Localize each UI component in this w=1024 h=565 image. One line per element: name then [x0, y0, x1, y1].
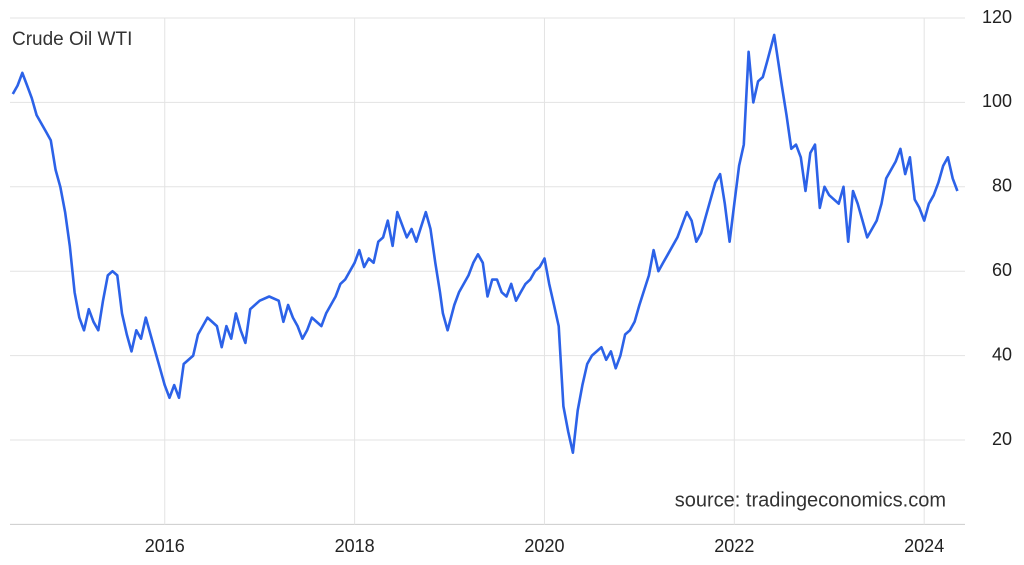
y-tick-label: 80: [992, 176, 1012, 196]
chart-title: Crude Oil WTI: [12, 29, 132, 50]
x-tick-label: 2016: [145, 536, 185, 556]
source-note: source: tradingeconomics.com: [675, 489, 946, 511]
x-tick-label: 2020: [524, 536, 564, 556]
y-tick-label: 40: [992, 344, 1012, 364]
y-tick-label: 100: [982, 91, 1012, 111]
plot-area: 20 40 60 80 100 120 2016 2018 2020 2022 2024: [10, 7, 1012, 556]
y-tick-label: 60: [992, 260, 1012, 280]
data-line: [11, 33, 959, 454]
x-tick-label: 2024: [904, 536, 944, 556]
y-tick-label: 120: [982, 7, 1012, 27]
y-tick-label: 20: [992, 429, 1012, 449]
x-tick-label: 2022: [714, 536, 754, 556]
x-tick-label: 2018: [335, 536, 375, 556]
